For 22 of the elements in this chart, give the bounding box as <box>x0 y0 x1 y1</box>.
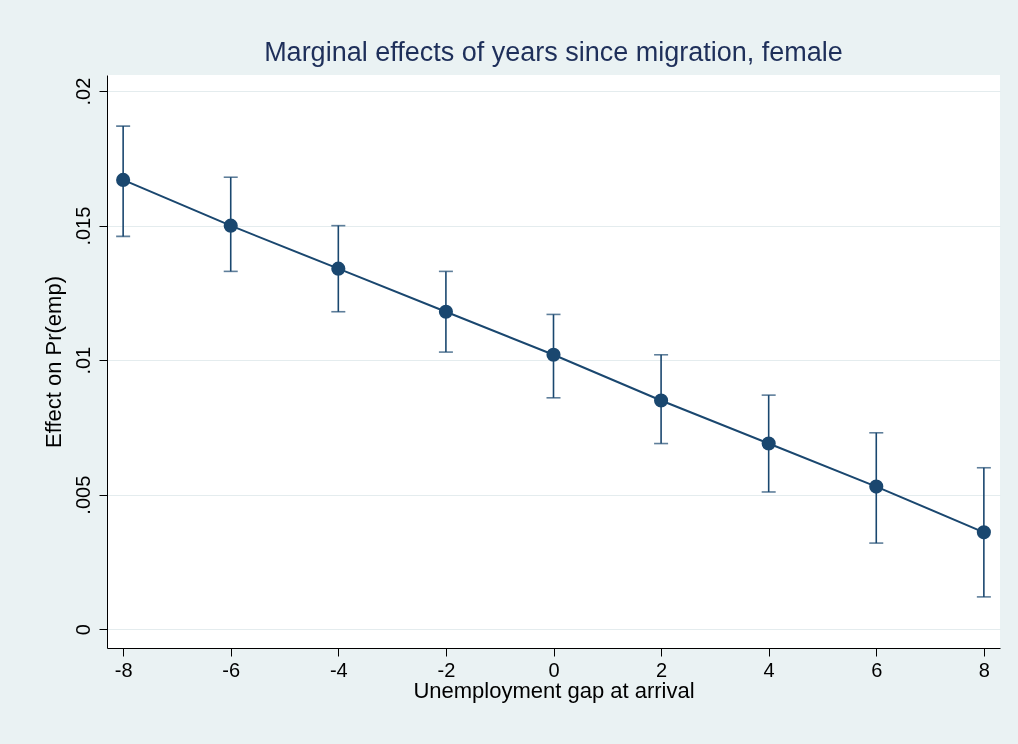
x-tick-label: 6 <box>871 658 883 681</box>
x-tick-label: 8 <box>978 658 990 681</box>
y-tick-label: .015 <box>71 206 94 246</box>
y-tick-label: 0 <box>71 624 94 636</box>
point <box>761 436 776 451</box>
x-tick-label: 4 <box>763 658 775 681</box>
y-tick-label: .005 <box>71 475 94 515</box>
x-tick-label: -8 <box>114 658 133 681</box>
chart-title: Marginal effects of years since migration, female <box>264 37 843 67</box>
point <box>116 172 131 187</box>
x-tick-label: -6 <box>222 658 241 681</box>
point <box>223 218 238 233</box>
y-tick-label: .02 <box>71 77 94 106</box>
point <box>869 479 884 494</box>
point <box>331 261 346 276</box>
y-axis-title: Effect on Pr(emp) <box>40 276 66 448</box>
point <box>438 304 453 319</box>
point <box>546 347 561 362</box>
point <box>654 393 669 408</box>
point <box>976 525 991 540</box>
x-tick-label: -4 <box>329 658 348 681</box>
y-tick-label: .01 <box>71 346 94 375</box>
